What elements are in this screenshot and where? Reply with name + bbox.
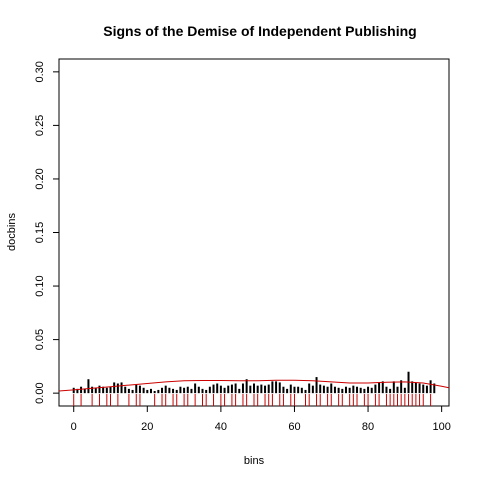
chart-title: Signs of the Demise of Independent Publi… bbox=[103, 23, 416, 39]
rug bbox=[73, 394, 432, 406]
x-tick-label: 100 bbox=[432, 421, 450, 433]
y-tick-label: 0.10 bbox=[34, 275, 46, 296]
x-axis: 0 20 40 60 80 100 bbox=[71, 406, 451, 433]
x-tick-label: 80 bbox=[362, 421, 374, 433]
x-tick-label: 40 bbox=[215, 421, 227, 433]
x-tick-label: 0 bbox=[71, 421, 77, 433]
y-tick-label: 0.00 bbox=[34, 382, 46, 403]
y-tick-label: 0.30 bbox=[34, 61, 46, 82]
x-tick-label: 20 bbox=[141, 421, 153, 433]
y-tick-label: 0.25 bbox=[34, 115, 46, 136]
x-tick-label: 60 bbox=[288, 421, 300, 433]
y-tick-label: 0.20 bbox=[34, 168, 46, 189]
density-curve bbox=[58, 379, 450, 392]
bars bbox=[72, 371, 436, 394]
y-tick-label: 0.15 bbox=[34, 222, 46, 243]
y-axis-label: docbins bbox=[6, 213, 18, 251]
x-axis-label: bins bbox=[244, 455, 265, 467]
y-tick-label: 0.05 bbox=[34, 329, 46, 350]
y-axis: 0.00 0.05 0.10 0.15 0.20 0.25 0.30 bbox=[34, 61, 59, 404]
